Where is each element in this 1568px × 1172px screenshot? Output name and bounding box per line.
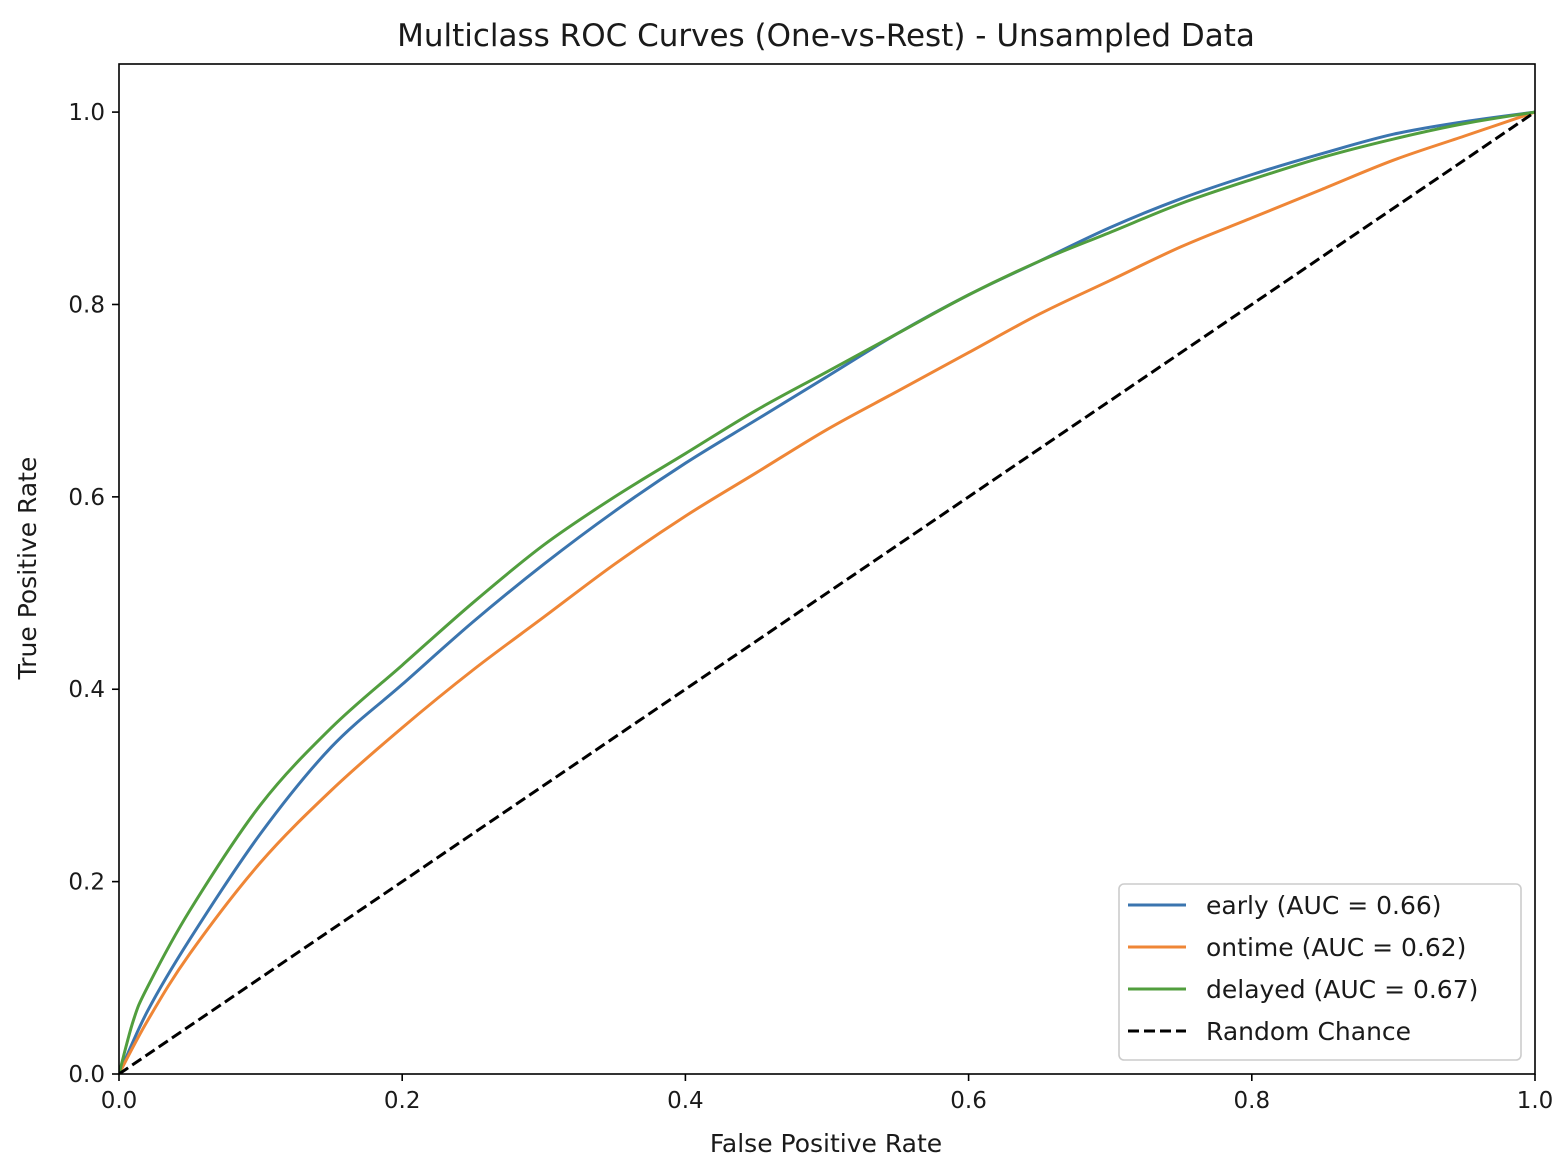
x-tick-label: 0.4	[667, 1088, 704, 1114]
x-tick-label: 0.2	[384, 1088, 421, 1114]
y-tick-label: 1.0	[68, 100, 105, 126]
x-tick-label: 1.0	[1517, 1088, 1554, 1114]
legend-box	[1118, 883, 1522, 1061]
y-tick-label: 0.6	[68, 485, 105, 511]
series-line-class-2	[119, 110, 1535, 1074]
chart-title: Multiclass ROC Curves (One-vs-Rest) - Un…	[397, 18, 1255, 54]
series-line-random-chance	[119, 110, 1535, 1074]
legend-label: ontime (AUC = 0.62)	[1206, 933, 1466, 962]
y-tick-label: 0.4	[68, 677, 105, 703]
y-axis-label: True Positive Rate	[13, 457, 42, 681]
y-tick-label: 0.8	[68, 292, 105, 318]
x-tick-label: 0.0	[101, 1088, 138, 1114]
series-line-class-1	[119, 110, 1535, 1074]
legend-label: delayed (AUC = 0.67)	[1206, 975, 1478, 1004]
legend-label: Random Chance	[1206, 1017, 1411, 1046]
x-tick-label: 0.6	[950, 1088, 987, 1114]
series-lines	[119, 110, 1535, 1074]
y-axis-ticks: 0.0 0.2 0.4 0.6 0.8 1.0	[68, 100, 119, 1088]
x-tick-label: 0.8	[1234, 1088, 1271, 1114]
y-tick-label: 0.2	[68, 870, 105, 896]
y-tick-label: 0.0	[68, 1062, 105, 1088]
plot-area	[118, 63, 1536, 1075]
x-axis-ticks: 0.0 0.2 0.4 0.6 0.8 1.0	[101, 1074, 1554, 1114]
legend: early (AUC = 0.66) ontime (AUC = 0.62) del…	[1118, 883, 1522, 1061]
x-axis-label: False Positive Rate	[710, 1129, 942, 1158]
plot-frame	[118, 63, 1536, 1075]
legend-label: early (AUC = 0.66)	[1206, 891, 1442, 920]
series-line-class-0	[119, 110, 1535, 1074]
